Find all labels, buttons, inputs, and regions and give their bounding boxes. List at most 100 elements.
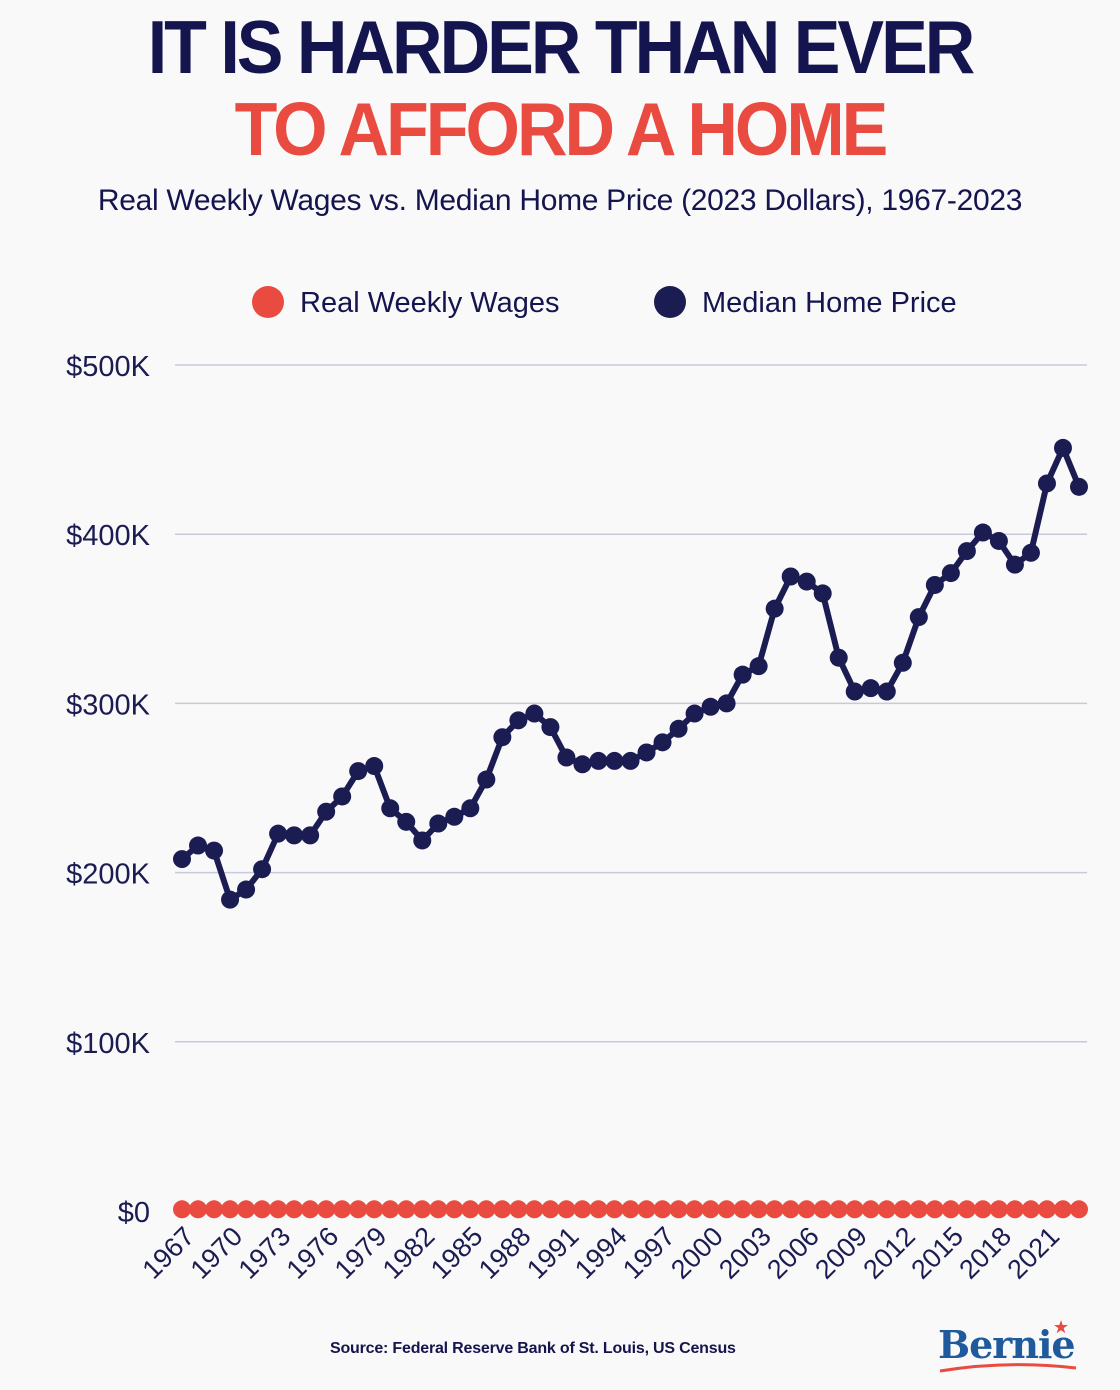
y-tick-label: $300K xyxy=(66,689,151,721)
real-weekly-wages-point xyxy=(237,1200,256,1219)
real-weekly-wages-point xyxy=(413,1200,432,1219)
real-weekly-wages-point xyxy=(813,1200,832,1219)
real-weekly-wages-point xyxy=(685,1200,704,1219)
x-tick-label: 2000 xyxy=(665,1221,729,1285)
real-weekly-wages-point xyxy=(1005,1200,1024,1219)
real-weekly-wages-point xyxy=(557,1200,576,1219)
real-weekly-wages-point xyxy=(493,1200,512,1219)
y-tick-label: $400K xyxy=(66,520,151,552)
median-home-price-point xyxy=(1005,555,1024,574)
median-home-price-point xyxy=(941,564,960,583)
median-home-price-point xyxy=(909,608,928,627)
real-weekly-wages-point xyxy=(1021,1200,1040,1219)
y-tick-label: $100K xyxy=(66,1028,151,1060)
real-weekly-wages-point xyxy=(973,1200,992,1219)
real-weekly-wages-point xyxy=(797,1200,816,1219)
median-home-price-point xyxy=(381,799,400,818)
median-home-price-point xyxy=(349,762,368,781)
y-axis: $0 $100K $200K $300K $400K $500K xyxy=(66,351,151,1229)
real-weekly-wages-point xyxy=(333,1200,352,1219)
real-weekly-wages-point xyxy=(909,1200,928,1219)
median-home-price-point xyxy=(493,728,512,747)
median-home-price-point xyxy=(221,890,240,909)
median-home-price-point xyxy=(605,751,624,770)
median-home-price-point xyxy=(845,682,864,701)
real-weekly-wages-point xyxy=(461,1200,480,1219)
x-tick-label: 2018 xyxy=(953,1221,1017,1285)
x-tick-label: 2012 xyxy=(857,1221,921,1285)
headline-line-1: IT IS HARDER THAN EVER xyxy=(147,4,976,90)
real-weekly-wages-point xyxy=(317,1200,336,1219)
median-home-price-point xyxy=(717,694,736,713)
real-weekly-wages-point xyxy=(1070,1200,1088,1219)
median-home-price-point xyxy=(621,751,640,770)
median-home-price-point xyxy=(525,704,544,723)
x-tick-label: 1997 xyxy=(617,1221,681,1285)
legend-label-median-home-price: Median Home Price xyxy=(702,287,957,319)
y-tick-label: $500K xyxy=(66,351,151,383)
real-weekly-wages-point xyxy=(829,1200,848,1219)
bernie-logo: Bernie xyxy=(938,1320,1078,1376)
median-home-price-point xyxy=(189,836,208,855)
median-home-price-point xyxy=(669,719,688,738)
median-home-price-point xyxy=(509,711,528,730)
median-home-price-point xyxy=(1053,438,1072,457)
median-home-price-point xyxy=(397,812,416,831)
x-tick-label: 2006 xyxy=(761,1221,825,1285)
median-home-price-point xyxy=(541,718,560,737)
real-weekly-wages-point xyxy=(701,1200,720,1219)
real-weekly-wages-point xyxy=(765,1200,784,1219)
real-weekly-wages-point xyxy=(589,1200,608,1219)
median-home-price-point xyxy=(797,572,816,591)
x-tick-label: 1976 xyxy=(281,1221,345,1285)
median-home-price-point xyxy=(333,787,352,806)
x-tick-label: 1991 xyxy=(521,1221,585,1285)
median-home-price-point xyxy=(589,751,608,770)
median-home-price-point xyxy=(893,653,912,672)
real-weekly-wages-point xyxy=(781,1200,800,1219)
median-home-price-point xyxy=(413,831,432,850)
real-weekly-wages-point xyxy=(925,1200,944,1219)
logo-swoosh-icon xyxy=(939,1363,1077,1373)
median-home-price-point xyxy=(637,743,656,762)
real-weekly-wages-point xyxy=(541,1200,560,1219)
x-tick-label: 1970 xyxy=(185,1221,249,1285)
median-home-price-point xyxy=(973,523,992,542)
median-home-price-point xyxy=(813,584,832,603)
legend-swatch-median-home-price xyxy=(654,286,686,318)
real-weekly-wages-point xyxy=(573,1200,592,1219)
real-weekly-wages-point xyxy=(349,1200,368,1219)
real-weekly-wages-point xyxy=(845,1200,864,1219)
real-weekly-wages-point xyxy=(381,1200,400,1219)
real-weekly-wages-point xyxy=(861,1200,880,1219)
x-tick-label: 1979 xyxy=(329,1221,393,1285)
real-weekly-wages-point xyxy=(397,1200,416,1219)
median-home-price-point xyxy=(461,799,480,818)
median-home-price-point xyxy=(829,648,848,667)
median-home-price-point xyxy=(1021,543,1040,562)
median-home-price-point xyxy=(653,733,672,752)
real-weekly-wages-point xyxy=(717,1200,736,1219)
median-home-price-point xyxy=(1070,477,1088,496)
median-home-price-point xyxy=(557,748,576,767)
series-median-home-price xyxy=(173,438,1088,909)
real-weekly-wages-point xyxy=(1037,1200,1056,1219)
star-icon xyxy=(1054,1320,1068,1334)
real-weekly-wages-point xyxy=(749,1200,768,1219)
real-weekly-wages-point xyxy=(637,1200,656,1219)
median-home-price-point xyxy=(253,860,272,879)
y-tick-label: $200K xyxy=(66,859,151,891)
median-home-price-point xyxy=(445,807,464,826)
median-home-price-point xyxy=(957,542,976,561)
real-weekly-wages-point xyxy=(253,1200,272,1219)
median-home-price-point xyxy=(685,704,704,723)
median-home-price-point xyxy=(765,599,784,618)
real-weekly-wages-point xyxy=(1053,1200,1072,1219)
x-tick-label: 1994 xyxy=(569,1221,633,1285)
real-weekly-wages-point xyxy=(941,1200,960,1219)
median-home-price-point xyxy=(429,814,448,833)
real-weekly-wages-point xyxy=(733,1200,752,1219)
real-weekly-wages-point xyxy=(205,1200,224,1219)
median-home-price-point xyxy=(269,824,288,843)
median-home-price-point xyxy=(877,682,896,701)
